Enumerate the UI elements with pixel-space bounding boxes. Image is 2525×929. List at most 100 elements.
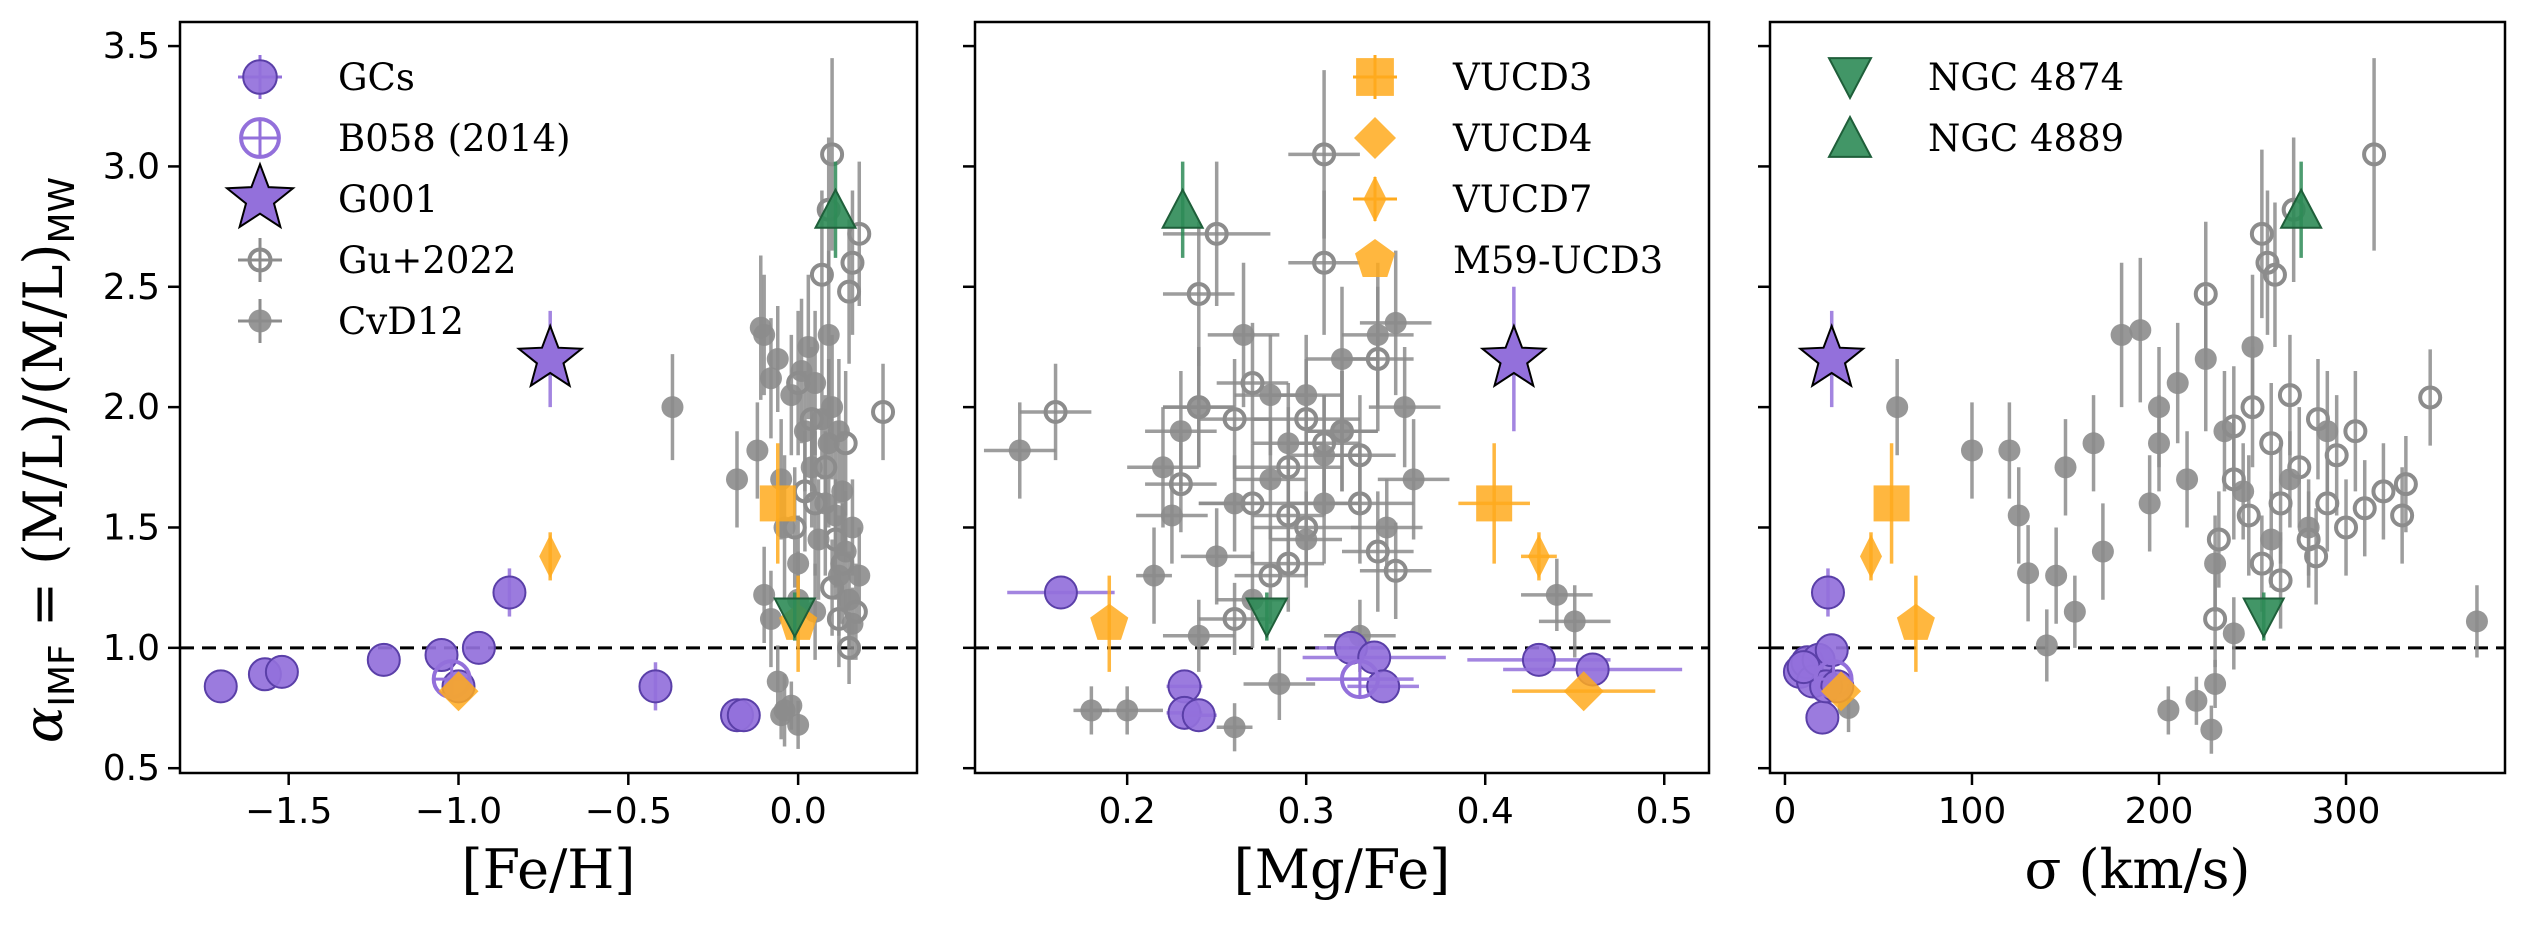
data-point bbox=[2193, 281, 2218, 306]
x-axis-label: [Fe/H] bbox=[462, 838, 636, 901]
data-point bbox=[1479, 323, 1548, 388]
data-point bbox=[2091, 540, 2114, 563]
series-vucd4 bbox=[1821, 671, 1862, 712]
series-vucd3 bbox=[1873, 443, 1910, 564]
data-point bbox=[1258, 563, 1283, 588]
legend-marker bbox=[247, 247, 273, 273]
data-point bbox=[638, 669, 673, 704]
data-point bbox=[1383, 558, 1408, 583]
data-point bbox=[759, 485, 796, 522]
data-point bbox=[1186, 395, 1211, 420]
data-point bbox=[1312, 431, 1337, 456]
data-point bbox=[1245, 597, 1289, 639]
series-gu-2022 bbox=[1019, 70, 1432, 656]
legend-marker bbox=[248, 309, 272, 333]
data-point bbox=[773, 699, 796, 722]
data-point bbox=[2278, 468, 2301, 491]
y-label-mid: = (M/L)/(M/L) bbox=[12, 244, 75, 645]
data-point bbox=[2045, 564, 2068, 587]
legend-label: B058 (2014) bbox=[338, 117, 571, 160]
data-point bbox=[2148, 432, 2171, 455]
data-point bbox=[2465, 610, 2488, 633]
data-point bbox=[1960, 439, 1983, 462]
data-point bbox=[809, 262, 834, 287]
data-point bbox=[1240, 371, 1265, 396]
data-point bbox=[2371, 479, 2396, 504]
data-point bbox=[840, 250, 865, 275]
data-point bbox=[2110, 323, 2133, 346]
data-point bbox=[2203, 606, 2228, 631]
data-point bbox=[1276, 503, 1301, 528]
legend: VUCD3 VUCD4 VUCD7 M59-UCD3 bbox=[1353, 55, 1663, 282]
legend-label: G001 bbox=[338, 178, 438, 221]
data-point bbox=[2334, 515, 2359, 540]
data-point bbox=[264, 654, 299, 689]
x-tick-label: 0.4 bbox=[1457, 791, 1514, 832]
data-point bbox=[847, 221, 872, 246]
data-point bbox=[1116, 699, 1139, 722]
data-point bbox=[1365, 539, 1390, 564]
data-point bbox=[1814, 633, 1849, 668]
data-point bbox=[1181, 698, 1216, 733]
data-point bbox=[1563, 671, 1604, 712]
data-point bbox=[1810, 575, 1845, 610]
data-point bbox=[2324, 443, 2349, 468]
legend-label: VUCD7 bbox=[1452, 178, 1592, 221]
data-point bbox=[813, 455, 838, 480]
data-point bbox=[2316, 420, 2339, 443]
data-point bbox=[2343, 419, 2368, 444]
x-tick-label: 300 bbox=[2312, 791, 2381, 832]
data-point bbox=[2222, 622, 2245, 645]
x-tick-label: 0.5 bbox=[1636, 791, 1693, 832]
data-point bbox=[2352, 496, 2377, 521]
data-point bbox=[2393, 472, 2418, 497]
data-point bbox=[1365, 346, 1390, 371]
data-point bbox=[1312, 250, 1337, 275]
data-point bbox=[539, 534, 562, 579]
data-point bbox=[1312, 142, 1337, 167]
data-point bbox=[2249, 551, 2274, 576]
y-label-sub: IMF bbox=[42, 644, 83, 706]
series-vucd7 bbox=[539, 532, 562, 581]
data-point bbox=[1008, 439, 1031, 462]
data-point bbox=[1090, 603, 1129, 640]
data-point bbox=[1232, 323, 1255, 346]
data-point bbox=[2304, 544, 2329, 569]
panel-feh: −1.5 −1.0 −0.5 0.0 0.5 1.0 1.5 2.0 2.5 3.0 3.5 [Fe/… bbox=[103, 20, 919, 901]
y-tick-label: 3.0 bbox=[103, 146, 160, 187]
series-cvd12 bbox=[983, 250, 1611, 752]
data-point bbox=[2206, 527, 2231, 552]
series-g001 bbox=[1797, 310, 1866, 408]
data-point bbox=[787, 713, 810, 736]
data-point bbox=[2249, 221, 2274, 246]
data-point bbox=[837, 635, 862, 660]
data-point bbox=[1161, 187, 1205, 229]
y-label-sub2: MW bbox=[42, 177, 83, 244]
data-point bbox=[2362, 142, 2387, 167]
data-point bbox=[770, 468, 793, 491]
data-point bbox=[1043, 399, 1068, 424]
panel-mgfe: 0.2 0.3 0.4 0.5 [Mg/Fe] VUCD3 VUCD4 VUCD7 M59-UC… bbox=[963, 20, 1711, 901]
data-point bbox=[823, 527, 848, 552]
series-vucd4 bbox=[1512, 671, 1656, 712]
data-point bbox=[2260, 528, 2283, 551]
data-point bbox=[1160, 504, 1183, 527]
data-point bbox=[1384, 311, 1407, 334]
data-point bbox=[1873, 485, 1910, 522]
data-point bbox=[1223, 716, 1246, 739]
data-point bbox=[725, 468, 748, 491]
series-gcs bbox=[1007, 575, 1683, 733]
data-point bbox=[1859, 534, 1882, 579]
data-point bbox=[820, 575, 845, 600]
data-point bbox=[759, 607, 782, 630]
data-point bbox=[773, 597, 817, 639]
data-point bbox=[1294, 407, 1319, 432]
legend: GCs B058 (2014) G001 Gu+2022 CvD12 bbox=[224, 55, 571, 343]
y-tick-label: 1.5 bbox=[103, 507, 160, 548]
data-point bbox=[1222, 407, 1247, 432]
data-point bbox=[1527, 534, 1550, 579]
data-point bbox=[2035, 634, 2058, 657]
data-point bbox=[813, 187, 858, 229]
data-point bbox=[1402, 468, 1425, 491]
